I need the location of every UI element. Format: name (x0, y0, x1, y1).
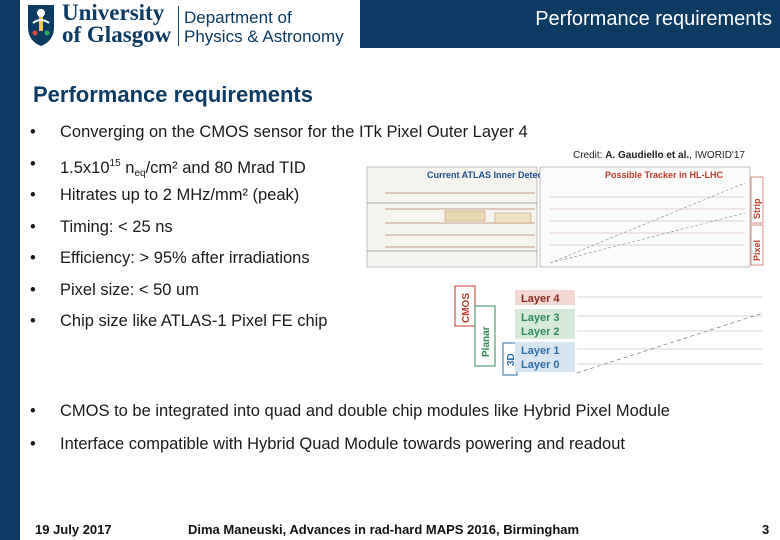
department-name: Department of Physics & Astronomy (184, 8, 344, 46)
university-logo: University of Glasgow Department of Phys… (22, 0, 360, 50)
layer-0-label: Layer 0 (521, 359, 560, 371)
slide-title: Performance requirements (33, 82, 313, 107)
list-item: • Pixel size: < 50 um (30, 280, 199, 299)
threed-label: 3D (506, 353, 517, 366)
pixel-label: Pixel (752, 240, 762, 261)
page-number: 3 (762, 522, 770, 537)
banner-title: Performance requirements (535, 8, 772, 30)
list-item: • Timing: < 25 ns (30, 217, 173, 236)
cmos-label: CMOS (461, 293, 472, 323)
left-accent-bar (0, 0, 20, 540)
requirements-list: • Converging on the CMOS sensor for the I… (30, 118, 528, 339)
strip-label: Strip (752, 198, 762, 219)
layer-1-label: Layer 1 (521, 345, 560, 357)
tracker-layout-figure: Current ATLAS Inner Detector Possible Tr… (366, 166, 764, 376)
layer-2-label: Layer 2 (521, 326, 560, 338)
logo-divider (178, 6, 179, 46)
title-banner: Performance requirements (360, 0, 780, 48)
list-item: • Interface compatible with Hybrid Quad M… (30, 435, 625, 453)
layer-4-label: Layer 4 (521, 293, 560, 305)
planar-label: Planar (481, 326, 492, 357)
list-item: • Converging on the CMOS sensor for the I… (30, 123, 528, 141)
university-name: University of Glasgow (62, 0, 172, 47)
footer-presenter: Dima Maneuski, Advances in rad-hard MAPS… (188, 522, 580, 537)
integration-list: • CMOS to be integrated into quad and dou… (30, 397, 670, 463)
right-caption: Possible Tracker in HL-LHC (605, 170, 724, 180)
crest-icon (28, 5, 54, 46)
list-item: • 1.5x1015 neq/cm² and 80 Mrad TID (30, 154, 306, 179)
list-item: • Chip size like ATLAS-1 Pixel FE chip (30, 312, 328, 330)
list-item: • Efficiency: > 95% after irradiations (30, 249, 310, 267)
left-caption: Current ATLAS Inner Detector (427, 170, 555, 180)
figure-credit: Credit: A. Gaudiello et al., IWORID'17 (573, 150, 745, 161)
list-item: • Hitrates up to 2 MHz/mm² (peak) (30, 186, 300, 204)
footer-date: 19 July 2017 (35, 522, 112, 537)
list-item: • CMOS to be integrated into quad and dou… (30, 402, 670, 420)
layer-3-label: Layer 3 (521, 312, 560, 324)
